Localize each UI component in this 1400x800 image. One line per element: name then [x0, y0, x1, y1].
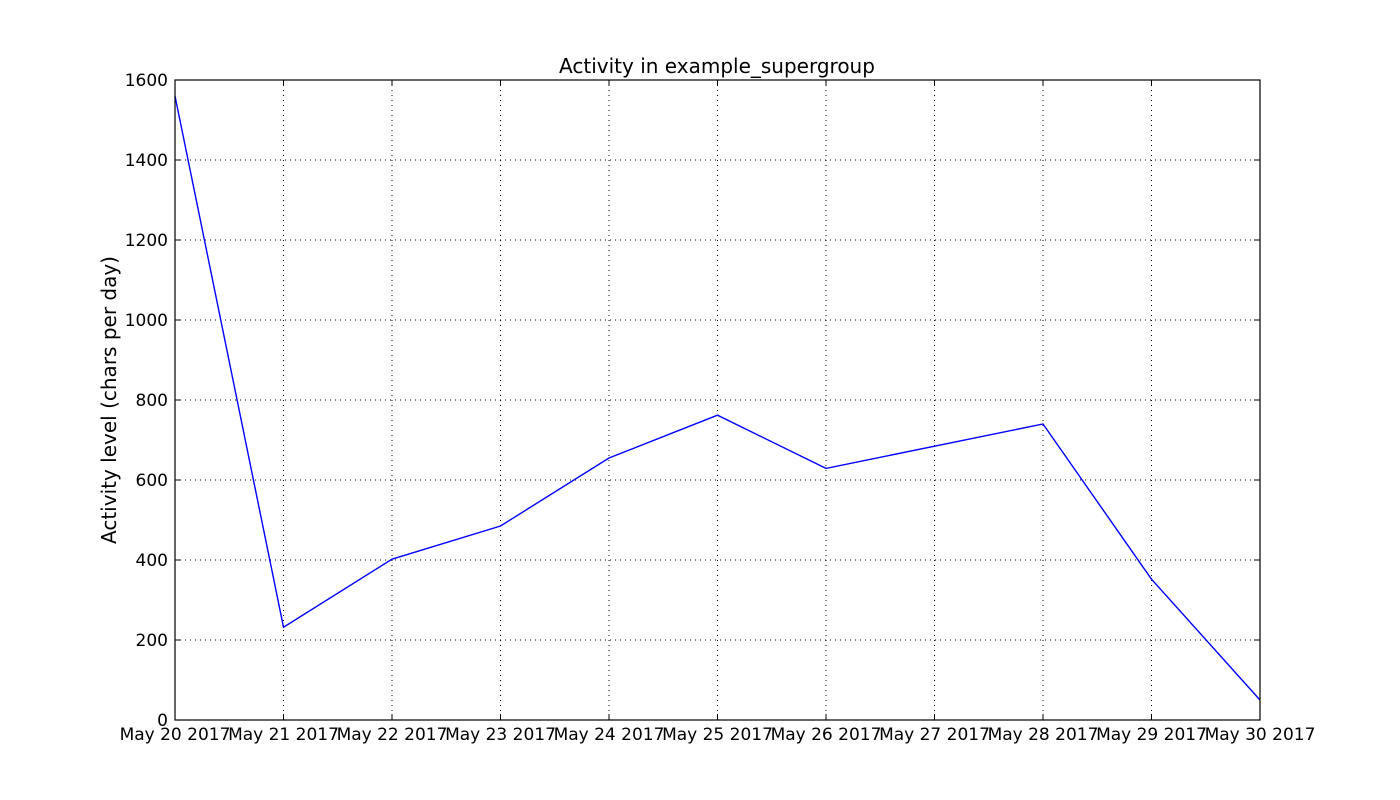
series-layer [174, 95, 1261, 701]
y-tick-label: 0 [157, 711, 168, 731]
x-tick-label: May 22 2017 [337, 725, 448, 745]
chart-title: Activity in example_supergroup [559, 54, 875, 78]
axis-ticks [174, 79, 1261, 721]
x-tick-label: May 30 2017 [1205, 725, 1316, 745]
x-tick-label: May 27 2017 [879, 725, 990, 745]
x-tick-label: May 20 2017 [120, 725, 231, 745]
x-tick-label: May 23 2017 [445, 725, 556, 745]
x-tick-label: May 21 2017 [228, 725, 339, 745]
y-tick-label: 800 [136, 391, 168, 411]
series-line [174, 95, 1261, 701]
grid-lines [174, 79, 1261, 721]
x-tick-label: May 25 2017 [662, 725, 773, 745]
y-tick-label: 1200 [125, 231, 168, 251]
y-tick-label: 600 [136, 471, 168, 491]
x-tick-label: May 28 2017 [988, 725, 1099, 745]
x-tick-label: May 26 2017 [771, 725, 882, 745]
y-tick-label: 1600 [125, 71, 168, 91]
y-axis-tick-labels: 0 200 400 600 800 1000 1200 1400 1600 [125, 71, 168, 731]
y-tick-label: 1000 [125, 311, 168, 331]
y-tick-label: 1400 [125, 151, 168, 171]
y-tick-label: 200 [136, 631, 168, 651]
x-tick-label: May 29 2017 [1096, 725, 1207, 745]
y-axis-label: Activity level (chars per day) [97, 256, 121, 544]
x-tick-label: May 24 2017 [554, 725, 665, 745]
y-tick-label: 400 [136, 551, 168, 571]
